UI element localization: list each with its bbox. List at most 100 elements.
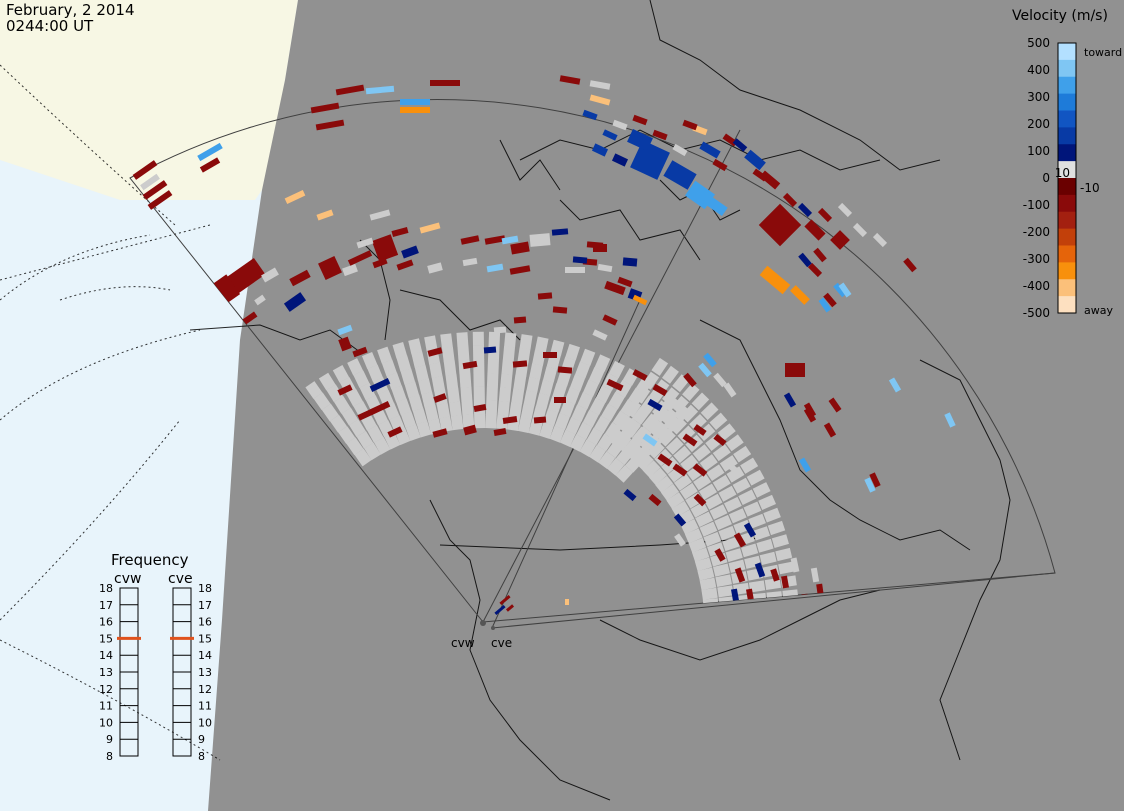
velocity-scale-toward: toward <box>1084 46 1122 59</box>
velocity-cell <box>650 420 668 439</box>
velocity-cell <box>759 265 791 295</box>
velocity-cell <box>679 482 698 500</box>
velocity-cell <box>728 508 747 524</box>
velocity-cell <box>718 485 737 502</box>
velocity-cell <box>692 463 708 477</box>
velocity-cell <box>493 428 507 436</box>
velocity-cell <box>337 324 353 336</box>
velocity-cell <box>347 358 364 376</box>
velocity-cell <box>400 411 416 429</box>
velocity-cell <box>462 257 478 267</box>
velocity-cell <box>592 329 608 341</box>
velocity-scale-ticks: 500400300200100100-10-100-200-300-400-50… <box>1023 36 1100 320</box>
velocity-cell <box>642 460 661 478</box>
velocity-cell <box>329 414 348 433</box>
velocity-cell <box>565 599 569 605</box>
velocity-cell <box>537 292 553 300</box>
velocity-cell <box>699 483 718 500</box>
velocity-cell <box>712 444 731 462</box>
scale-swatch <box>1058 296 1076 314</box>
velocity-cell <box>432 428 448 438</box>
velocity-cell <box>722 536 740 552</box>
velocity-cell <box>305 381 323 399</box>
velocity-cell <box>782 192 798 208</box>
velocity-cell <box>520 403 535 420</box>
velocity-cell <box>559 400 576 418</box>
velocity-cell <box>770 568 780 582</box>
velocity-cell <box>559 429 576 447</box>
velocity-cell <box>333 396 351 414</box>
velocity-cell <box>712 158 728 172</box>
velocity-cell <box>557 366 573 374</box>
velocity-cell <box>594 354 611 372</box>
velocity-cell <box>693 473 712 491</box>
velocity-cell <box>888 377 902 393</box>
velocity-cell <box>752 526 771 541</box>
velocity-cell <box>767 520 786 536</box>
velocity-cell <box>629 446 647 464</box>
velocity-cell <box>615 465 634 483</box>
velocity-cell <box>738 489 757 506</box>
velocity-cell <box>539 379 554 396</box>
velocity-cell <box>486 263 504 273</box>
velocity-cell <box>698 362 712 378</box>
velocity-cell <box>693 493 707 507</box>
velocity-cell <box>673 513 687 527</box>
velocity-cell <box>342 263 358 277</box>
velocity-cell <box>552 306 568 314</box>
velocity-cell <box>608 360 625 379</box>
velocity-cell <box>580 348 596 366</box>
velocity-cell <box>405 424 421 442</box>
velocity-cell <box>589 80 611 90</box>
velocity-cell <box>771 534 789 549</box>
velocity-cell <box>369 378 391 392</box>
velocity-cell <box>828 397 842 413</box>
velocity-cell <box>649 467 667 486</box>
velocity-cell <box>571 404 588 422</box>
velocity-cell <box>535 392 550 410</box>
velocity-cell <box>356 430 374 449</box>
scale-tick-label: 0 <box>1042 171 1050 185</box>
velocity-cell <box>484 235 506 245</box>
frequency-tick-right: 10 <box>198 716 212 729</box>
velocity-cell <box>699 521 718 537</box>
velocity-cell <box>713 563 730 577</box>
velocity-cell <box>461 400 474 416</box>
velocity-cell <box>577 392 593 410</box>
velocity-cell <box>377 346 393 364</box>
velocity-cell <box>543 409 559 426</box>
scale-swatch <box>1058 127 1076 145</box>
scale-swatch <box>1058 76 1076 95</box>
velocity-cell <box>313 392 331 411</box>
scale-swatch <box>1058 59 1076 78</box>
velocity-cell <box>462 414 475 429</box>
velocity-cell <box>493 326 507 334</box>
velocity-cell <box>488 331 501 347</box>
velocity-cell <box>704 493 723 510</box>
velocity-cell <box>783 392 797 408</box>
velocity-cell <box>529 363 543 380</box>
velocity-cell <box>501 235 519 245</box>
velocity-cell <box>623 419 641 438</box>
frequency-tick-left: 9 <box>106 733 113 746</box>
velocity-cell <box>579 439 597 458</box>
velocity-cell <box>460 235 480 245</box>
velocity-cell <box>709 504 728 520</box>
scale-tick-label: -500 <box>1023 306 1050 320</box>
velocity-cell <box>688 537 707 553</box>
velocity-cell <box>565 267 585 273</box>
velocity-cell <box>369 209 391 221</box>
velocity-cell <box>483 346 497 354</box>
scale-tick-label: -100 <box>1023 198 1050 212</box>
velocity-cell <box>449 401 462 417</box>
velocity-cell <box>703 352 717 368</box>
velocity-cell <box>511 388 525 404</box>
velocity-cell <box>833 282 847 298</box>
velocity-cell <box>400 107 430 113</box>
velocity-cell <box>318 372 336 391</box>
velocity-cell <box>338 426 356 444</box>
velocity-cell <box>494 604 506 616</box>
frequency-tick-right: 14 <box>198 649 212 662</box>
velocity-cell <box>142 180 168 200</box>
velocity-cell <box>852 222 868 238</box>
